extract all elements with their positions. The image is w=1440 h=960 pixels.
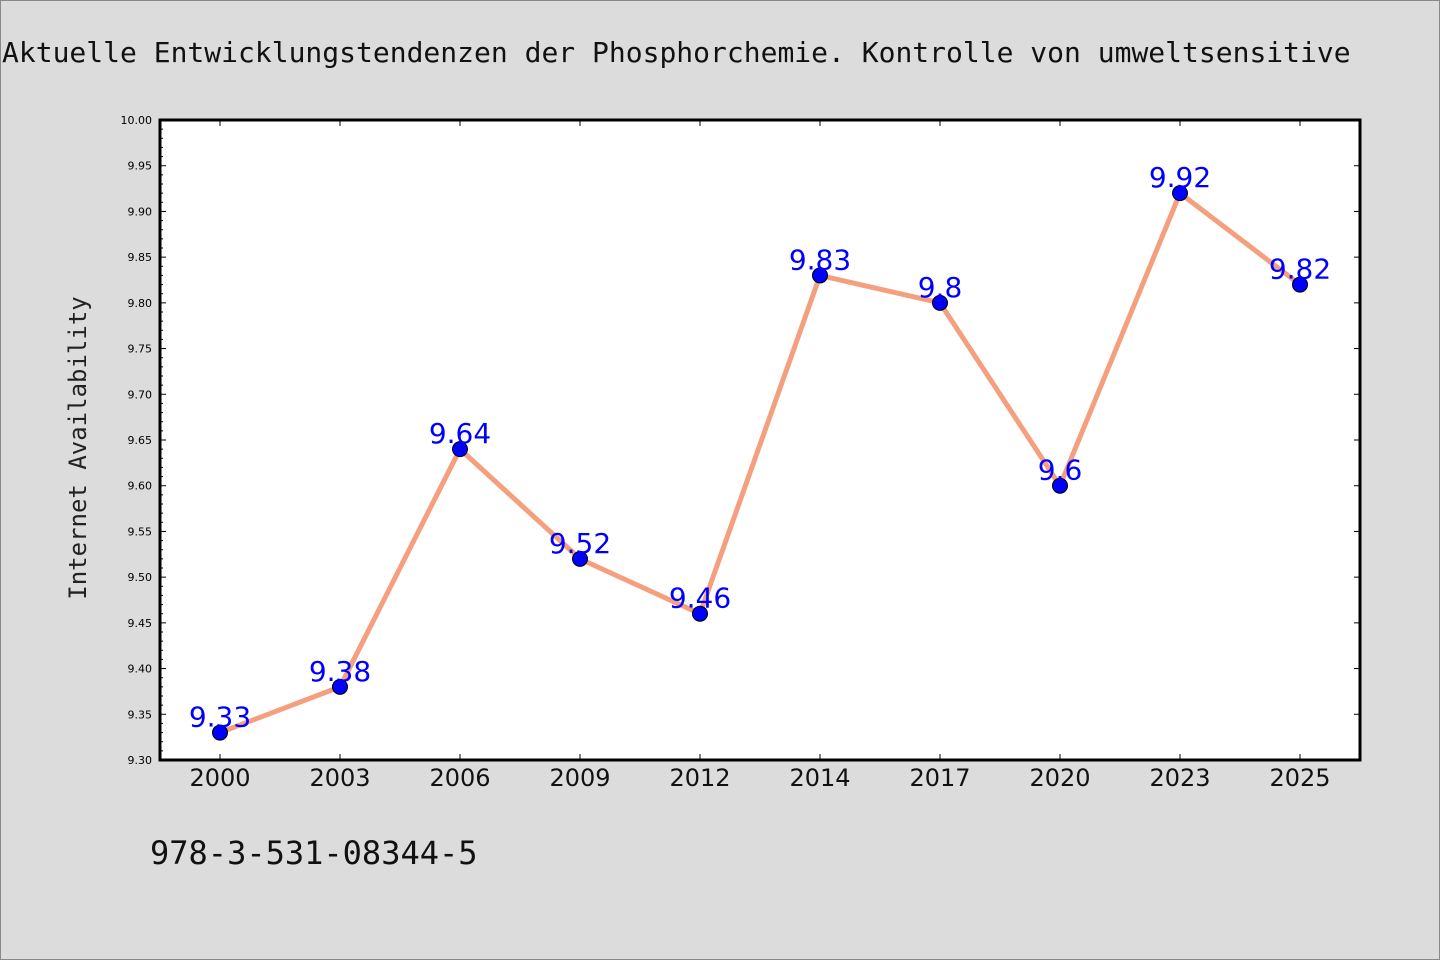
data-point [1172, 185, 1188, 202]
data-point [812, 267, 828, 284]
y-tick-label: 9.60 [128, 480, 153, 493]
data-point [1292, 276, 1308, 293]
y-tick-label: 10.00 [121, 114, 153, 127]
data-point [572, 550, 588, 567]
y-axis: 9.30 9.35 9.40 9.45 9.50 9.55 9.60 9.65 9.70 9.75… [121, 114, 1360, 767]
data-label: 9.38 [309, 655, 371, 688]
data-label: 9.83 [789, 243, 851, 276]
x-tick-label: 2017 [909, 764, 970, 792]
y-tick-label: 9.35 [128, 708, 153, 721]
x-tick-label: 2009 [549, 764, 610, 792]
y-tick-label: 9.95 [128, 160, 153, 173]
data-label: 9.92 [1149, 161, 1211, 194]
y-tick-label: 9.50 [128, 571, 153, 584]
data-point [692, 605, 708, 622]
x-tick-label: 2006 [429, 764, 490, 792]
data-label: 9.52 [549, 527, 611, 560]
x-tick-label: 2012 [669, 764, 730, 792]
data-point [1052, 477, 1068, 494]
data-label: 9.64 [429, 417, 491, 450]
y-tick-label: 9.70 [128, 388, 153, 401]
x-tick-label: 2023 [1149, 764, 1210, 792]
y-tick-label: 9.55 [128, 525, 153, 538]
x-axis: 2000 2003 2006 2009 2012 2014 2017 2020 2023 2025 [189, 120, 1331, 792]
y-tick-label: 9.65 [128, 434, 153, 447]
y-tick-label: 9.45 [128, 617, 153, 630]
series-line [219, 190, 1302, 735]
y-axis-label: Internet Availability [64, 296, 92, 599]
x-tick-label: 2020 [1029, 764, 1090, 792]
y-tick-label: 9.40 [128, 663, 153, 676]
x-tick-label: 2000 [189, 764, 250, 792]
x-tick-label: 2003 [309, 764, 370, 792]
y-tick-label: 9.90 [128, 205, 153, 218]
data-label: 9.33 [189, 701, 251, 734]
y-tick-label: 9.75 [128, 343, 153, 356]
data-label: 9.82 [1269, 253, 1331, 286]
x-tick-label: 2014 [789, 764, 850, 792]
data-point [332, 678, 348, 695]
data-label: 9.6 [1038, 454, 1083, 487]
x-tick-label: 2025 [1269, 764, 1330, 792]
data-point [452, 441, 468, 458]
isbn-text: 978-3-531-08344-5 [150, 834, 478, 872]
y-tick-label: 9.85 [128, 251, 153, 264]
data-label: 9.8 [918, 271, 963, 304]
data-point [932, 294, 948, 311]
data-label: 9.46 [669, 582, 731, 615]
data-point [212, 724, 228, 741]
y-tick-label: 9.80 [128, 297, 153, 310]
y-tick-label: 9.30 [128, 754, 153, 767]
chart-title: Aktuelle Entwicklungstendenzen der Phosp… [2, 36, 1351, 69]
series-group: 9.33 9.38 9.64 9.52 9.46 9.83 9.8 9.6 9.92 9.82 [189, 161, 1331, 741]
